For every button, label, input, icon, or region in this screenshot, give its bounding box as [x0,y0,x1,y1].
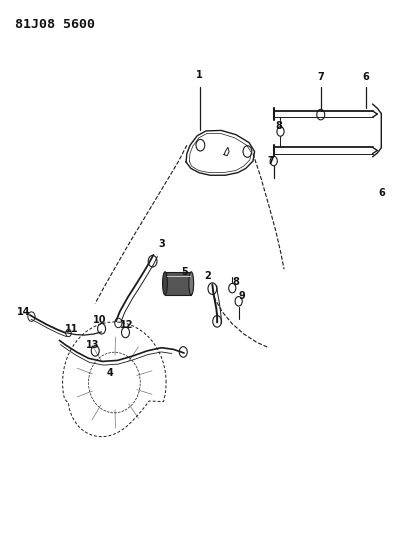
Text: 10: 10 [93,316,107,325]
Ellipse shape [162,272,167,295]
Circle shape [179,346,187,357]
Text: 9: 9 [239,290,246,301]
Circle shape [115,318,122,328]
Polygon shape [165,272,191,295]
Ellipse shape [189,272,194,295]
Circle shape [243,146,252,157]
Circle shape [196,140,205,151]
Circle shape [213,316,221,327]
Text: 5: 5 [181,267,188,277]
Text: 13: 13 [86,340,99,350]
Circle shape [235,296,242,306]
Circle shape [91,345,99,356]
Text: 8: 8 [232,277,239,287]
Text: 6: 6 [363,71,370,82]
Text: 8: 8 [276,121,283,131]
Text: 2: 2 [204,271,211,281]
Circle shape [229,284,236,293]
Circle shape [270,156,277,166]
Circle shape [122,327,130,338]
Text: 81J08 5600: 81J08 5600 [15,18,95,30]
Text: 6: 6 [378,188,385,198]
Text: 7: 7 [267,156,274,166]
Text: 11: 11 [65,324,78,334]
Text: 3: 3 [158,239,165,249]
Text: 4: 4 [107,368,114,378]
Circle shape [66,329,72,337]
Text: 1: 1 [196,70,202,80]
Circle shape [28,312,35,321]
Circle shape [98,324,105,334]
Circle shape [277,127,284,136]
Circle shape [208,283,217,294]
Text: 7: 7 [317,71,324,82]
Text: 14: 14 [17,308,30,317]
Circle shape [148,255,157,267]
Circle shape [317,109,325,120]
Text: 12: 12 [120,319,134,329]
